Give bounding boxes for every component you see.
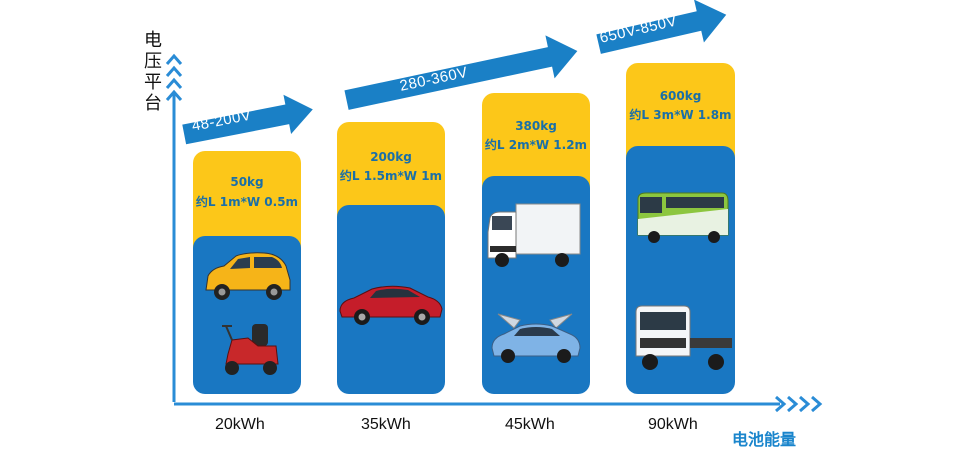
sedan-icon [339,285,443,325]
energy-label-3: 45kWh [505,416,555,433]
weight-label-3: 380kg [515,119,557,133]
y-axis-chevron [165,89,183,101]
y-axis-chevron [165,53,183,65]
weight-label-2: 200kg [370,150,412,164]
mini-car-icon [205,252,291,300]
x-axis-chevron [799,395,811,413]
weight-label-4: 600kg [659,89,702,103]
x-axis-chevron [811,395,823,413]
column-card-2 [337,122,445,394]
voltage-arrow-3 [596,0,727,54]
box-truck-icon [487,203,581,267]
truck-cab-icon [635,305,732,370]
energy-label-1: 20kWh [215,416,265,433]
y-axis-label: 电压平台 [144,30,162,114]
size-label-3: 约L 2m*W 1.2m [484,138,588,152]
size-label-2: 约L 1.5m*W 1m [339,169,443,183]
size-label-4: 约L 3m*W 1.8m [629,108,732,122]
x-axis-chevron [775,395,787,413]
mobility-scooter-icon [222,324,279,375]
suv-icon [491,313,581,363]
x-axis-label: 电池能量 [732,430,797,449]
x-axis [174,395,823,413]
voltage-arrow-2 [344,35,578,110]
x-axis-chevron [787,395,799,413]
y-axis [165,53,183,402]
size-label-1: 约L 1m*W 0.5m [195,195,299,209]
y-axis-chevron [165,65,183,77]
energy-label-4: 90kWh [648,416,698,433]
weight-label-1: 50kg [230,175,264,189]
y-axis-chevron [165,77,183,89]
voltage-arrow-1 [182,94,313,145]
bus-icon [637,192,729,243]
energy-label-2: 35kWh [361,416,411,433]
column-card-1 [193,151,301,394]
column-card-3 [482,93,590,394]
column-card-4 [626,63,735,394]
